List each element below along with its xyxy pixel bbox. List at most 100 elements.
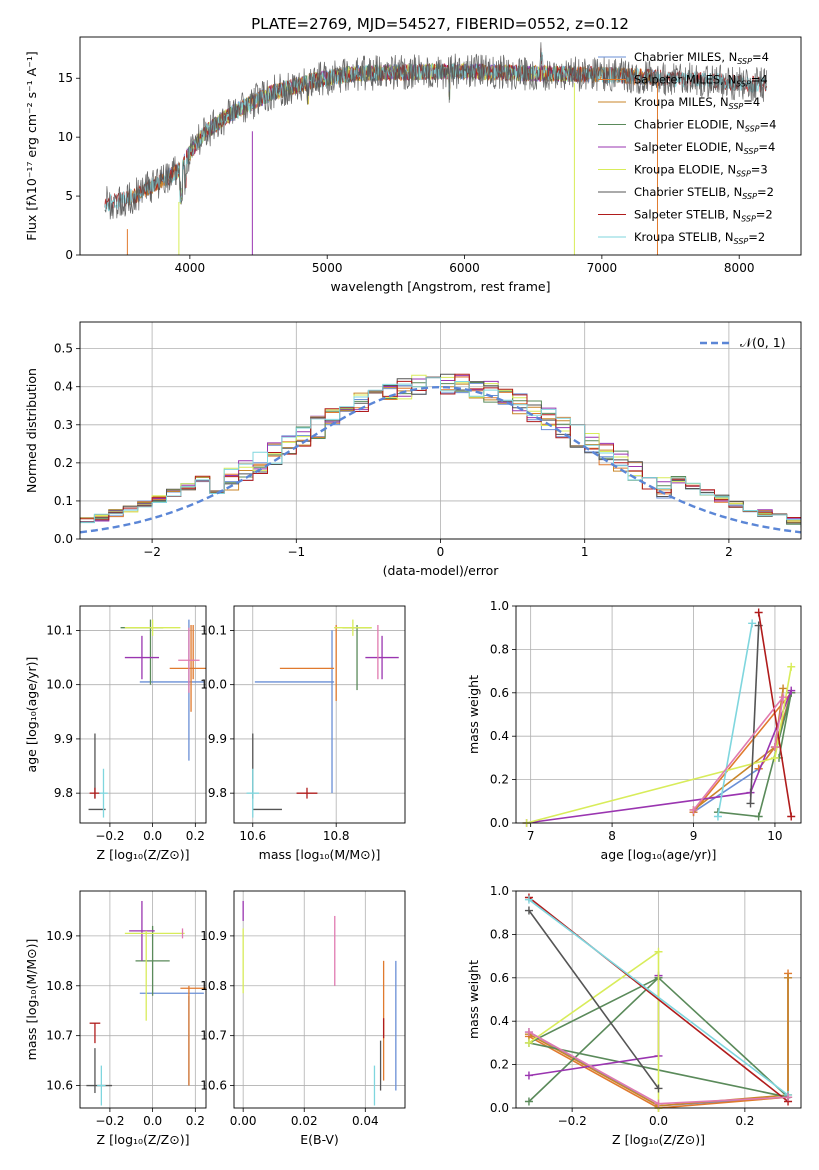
x-tick-label: 10.6 [239,829,266,843]
age-vs-metallicity-frame [79,605,207,824]
legend-label: Chabrier MILES, NSSP=4 [634,50,769,66]
y-tick-label: 0.2 [490,773,509,787]
weight-series [717,623,753,817]
legend-label: Salpeter MILES, NSSP=4 [634,73,768,89]
age-vs-mass-errorbars [246,619,399,818]
y-tick-label: 10.1 [46,623,73,637]
spectrum-frame [79,36,802,256]
y-axis-label: mass weight [466,960,481,1039]
x-tick-label: 7000 [587,261,618,275]
figure-title: PLATE=2769, MJD=54527, FIBERID=0552, z=0… [251,15,629,33]
weight-point [770,753,779,762]
x-tick-label: 0.02 [291,1114,318,1128]
legend-label: Kroupa MILES, NSSP=4 [634,95,760,111]
x-tick-label: 6000 [449,261,480,275]
weight-point [754,812,763,821]
mass-vs-metallicity-errorbars [86,900,206,1106]
weight-point [784,973,793,982]
y-tick-label: 0.0 [490,1101,509,1115]
y-tick-label: 10.7 [46,1029,73,1043]
y-tick-label: 10.6 [200,1079,227,1093]
weight-series [528,950,660,1108]
residuals-frame [79,321,802,540]
y-tick-label: 0.6 [490,971,509,985]
x-tick-label: 0.0 [649,1114,668,1128]
y-tick-label: 0.4 [490,1014,509,1028]
x-tick-label: −0.2 [558,1114,587,1128]
y-tick-label: 10.8 [46,979,73,993]
y-tick-label: 0.2 [54,456,73,470]
residual-legend: 𝒩(0, 1) [700,335,786,350]
legend-label: Salpeter ELODIE, NSSP=4 [634,140,775,156]
weight-point [748,619,757,628]
x-axis-label: (data-model)/error [383,563,500,578]
y-tick-label: 9.8 [208,786,227,800]
weight-point [779,693,788,702]
mass-vs-extinction-axes: 0.00 0.02 0.04 10.6 10.7 10.8 10.9 E(B-V) [200,891,405,1147]
mass-weight-vs-metallicity-lines [524,893,793,1112]
y-tick-label: 10.6 [46,1079,73,1093]
weight-point [754,608,763,617]
y-tick-label: 10.0 [46,678,73,692]
weight-series [693,688,784,811]
weight-series [692,692,792,813]
x-tick-label: 0.2 [735,1114,754,1128]
x-axis-label: Z [log₁₀(Z/Z⊙)] [612,1132,705,1147]
weight-point [524,1071,533,1080]
weight-series [757,612,792,817]
x-tick-label: 0.00 [230,1114,257,1128]
mass-vs-extinction-frame [233,890,406,1109]
y-tick-label: 0.8 [490,927,509,941]
histogram-group [80,373,801,534]
y-axis-label: mass [log₁₀(M/M⊙)] [24,939,39,1061]
y-axis-label: age [log₁₀(age/yr)] [24,657,39,773]
x-tick-label: 0.0 [143,1114,162,1128]
x-tick-label: 10 [767,829,782,843]
y-tick-label: 0.8 [490,642,509,656]
mass-weight-vs-metallicity-frame [515,890,802,1109]
mass-weight-vs-age-lines [522,608,796,827]
spectrum-axes: 4000 5000 6000 7000 8000 0 5 10 15 wavelength [An… [24,51,754,294]
weight-point [524,906,533,915]
histogram-series [80,377,801,525]
mass-weight-vs-age-frame [515,605,802,824]
mass-vs-metallicity-frame [79,890,207,1109]
x-axis-label: Z [log₁₀(Z/Z⊙)] [97,847,190,862]
legend-label: Salpeter STELIB, NSSP=2 [634,208,773,224]
legend-label: 𝒩(0, 1) [740,335,786,350]
weight-point [746,799,755,808]
x-tick-label: 0.04 [352,1114,379,1128]
weight-point [524,1097,533,1106]
weight-series [749,625,760,804]
y-tick-label: 10 [58,130,73,144]
y-axis-label: Normed distribution [24,368,39,493]
age-vs-metallicity-errorbars [88,619,206,818]
y-tick-label: 10.1 [200,623,227,637]
x-tick-label: 2 [725,545,733,559]
x-axis-label: wavelength [Angstrom, rest frame] [330,279,550,294]
weight-point [524,1038,533,1047]
weight-point [779,684,788,693]
y-tick-label: 10.0 [200,678,227,692]
x-tick-label: 10.8 [323,829,350,843]
x-axis-label: E(B-V) [300,1132,339,1147]
residuals-axes: −2 −1 0 1 2 0.0 0.1 0.2 0.3 0.4 0.5 (data-model)/er… [24,322,801,578]
x-tick-label: −1 [287,545,305,559]
y-tick-label: 10.9 [46,929,73,943]
weight-point [713,812,722,821]
x-tick-label: 7 [527,829,535,843]
weight-point [784,1093,793,1102]
y-tick-label: 9.9 [54,732,73,746]
age-vs-mass-frame [233,605,406,824]
y-axis-label: mass weight [466,675,481,754]
x-axis-label: age [log₁₀(age/yr)] [601,847,717,862]
spectrum-legend: Chabrier MILES, NSSP=4 Salpeter MILES, NS… [598,50,776,246]
weight-point [689,805,698,814]
y-tick-label: 9.9 [208,732,227,746]
y-tick-label: 5 [65,189,73,203]
weight-series [528,910,660,1089]
legend-label: Chabrier STELIB, NSSP=2 [634,185,774,201]
y-tick-label: 0.3 [54,418,73,432]
